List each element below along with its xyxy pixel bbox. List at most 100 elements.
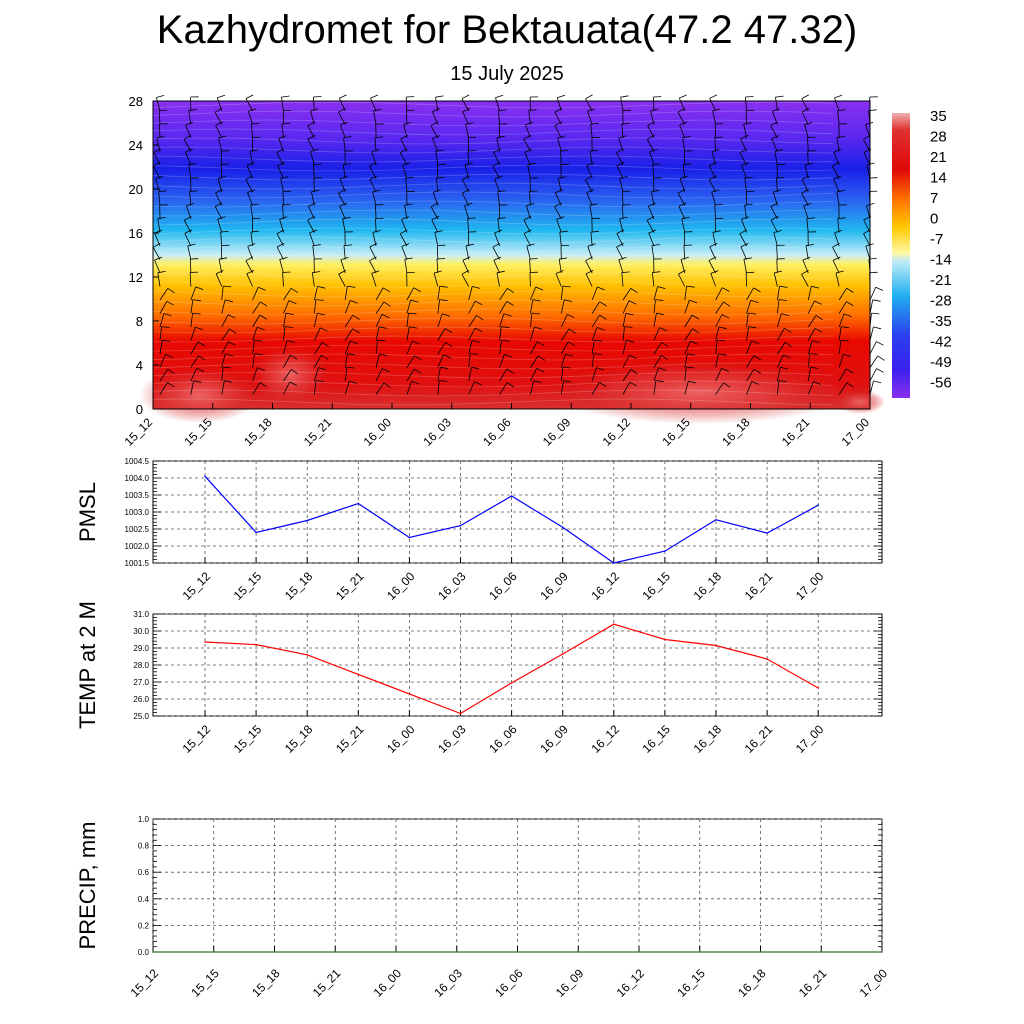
wind-barb-flag bbox=[219, 257, 228, 260]
wind-barb-flag bbox=[689, 299, 698, 304]
wind-barb-flag bbox=[625, 312, 634, 316]
wind-barb bbox=[215, 125, 223, 139]
wind-barb bbox=[652, 96, 655, 112]
wind-barb bbox=[557, 137, 562, 152]
wind-barb-flag bbox=[562, 285, 571, 288]
data-point bbox=[357, 673, 360, 676]
wind-barb-flag bbox=[652, 163, 661, 165]
wind-barb-flag bbox=[741, 216, 750, 220]
wind-barb bbox=[838, 340, 842, 355]
wind-barb-flag bbox=[712, 108, 721, 112]
wind-barb bbox=[746, 355, 755, 368]
wind-barb-flag bbox=[246, 270, 255, 275]
wind-barb-flag bbox=[814, 300, 822, 305]
wind-barb bbox=[468, 353, 471, 368]
wind-barb-flag bbox=[504, 353, 513, 358]
wind-barb-flag bbox=[442, 313, 450, 317]
wind-barb-flag bbox=[312, 271, 321, 274]
wind-barb-flag bbox=[865, 121, 874, 126]
wind-barb bbox=[803, 205, 809, 220]
wind-barb-flag bbox=[225, 299, 233, 303]
wind-barb bbox=[247, 192, 253, 206]
wind-barb-flag bbox=[501, 326, 510, 328]
wind-barb bbox=[745, 96, 747, 112]
wind-barb bbox=[468, 300, 476, 314]
wind-barb-flag bbox=[590, 122, 599, 125]
data-point bbox=[561, 653, 564, 655]
wind-barb bbox=[739, 233, 747, 247]
contour-line bbox=[152, 155, 834, 163]
wind-barb-flag bbox=[187, 243, 196, 247]
wind-barb-flag bbox=[679, 121, 688, 126]
wind-barb bbox=[159, 301, 168, 314]
wind-barb-flag bbox=[783, 354, 791, 359]
wind-barb bbox=[746, 287, 754, 301]
wind-barb-flag bbox=[834, 229, 843, 234]
wind-barb bbox=[190, 380, 194, 395]
wind-barb bbox=[591, 340, 595, 355]
x-tick-label: 16_21 bbox=[796, 966, 830, 1000]
wind-barb-flag bbox=[153, 243, 161, 248]
x-tick-label: 15_21 bbox=[333, 722, 367, 756]
wind-barb bbox=[739, 152, 747, 166]
wind-barb-flag bbox=[801, 270, 809, 275]
wind-barb bbox=[530, 368, 537, 382]
wind-barb bbox=[218, 259, 223, 274]
wind-barb bbox=[653, 342, 662, 355]
colorbar-label: -42 bbox=[930, 334, 952, 351]
wind-barb bbox=[590, 124, 593, 139]
wind-barb bbox=[653, 327, 660, 341]
y-tick-label: 0.0 bbox=[138, 948, 150, 957]
wind-barb bbox=[622, 191, 624, 206]
wind-barb bbox=[221, 299, 226, 314]
wind-barb bbox=[157, 218, 161, 233]
wind-barb-flag bbox=[259, 382, 267, 388]
wind-barb bbox=[220, 150, 223, 166]
wind-barb-flag bbox=[740, 135, 749, 140]
wind-barb bbox=[437, 299, 440, 314]
wind-barb bbox=[838, 313, 845, 328]
wind-barb-flag bbox=[709, 162, 717, 167]
wind-barb bbox=[249, 151, 254, 166]
wind-barb-flag bbox=[432, 108, 440, 112]
wind-barb-flag bbox=[778, 299, 788, 301]
wind-barb-flag bbox=[167, 288, 175, 294]
wind-barb-flag bbox=[430, 121, 439, 127]
wind-barb bbox=[869, 341, 877, 355]
wind-barb-flag bbox=[690, 340, 698, 345]
wind-barb-flag bbox=[250, 203, 259, 206]
wind-barb-flag bbox=[770, 121, 778, 127]
wind-barb bbox=[806, 218, 809, 233]
data-point bbox=[881, 951, 883, 953]
wind-barb-flag bbox=[188, 163, 197, 166]
wind-barb bbox=[252, 327, 258, 341]
contour-line bbox=[152, 380, 834, 388]
wind-barb-flag bbox=[678, 202, 687, 207]
wind-barb-flag bbox=[781, 313, 790, 317]
wind-barb bbox=[557, 178, 562, 193]
y-tick-label: 31.0 bbox=[133, 610, 149, 619]
wind-barb bbox=[683, 245, 686, 260]
wind-barb bbox=[156, 97, 161, 112]
wind-barb bbox=[221, 341, 229, 355]
wind-barb-flag bbox=[677, 189, 686, 194]
wind-barb bbox=[591, 301, 601, 314]
wind-barb bbox=[312, 245, 315, 260]
wind-barb-flag bbox=[260, 301, 268, 307]
wind-barb-flag bbox=[687, 353, 696, 356]
wind-barb bbox=[777, 328, 785, 341]
y-tick-label: 0.6 bbox=[138, 868, 150, 877]
y-tick-label: 16 bbox=[129, 226, 143, 241]
wind-barb bbox=[776, 286, 780, 301]
x-tick-label: 16_21 bbox=[742, 569, 776, 603]
wind-barb bbox=[252, 353, 255, 368]
data-point bbox=[817, 504, 819, 507]
wind-barb-flag bbox=[496, 135, 505, 139]
wind-barb bbox=[250, 232, 254, 247]
wind-barb-flag bbox=[534, 326, 543, 330]
wind-barb-flag bbox=[498, 109, 507, 111]
wind-barb-flag bbox=[153, 148, 162, 153]
wind-barb-flag bbox=[465, 122, 474, 125]
wind-barb-flag bbox=[863, 135, 871, 140]
wind-barb-flag bbox=[186, 202, 195, 207]
